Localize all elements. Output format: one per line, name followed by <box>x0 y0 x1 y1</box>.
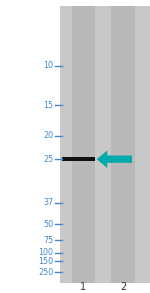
Text: 150: 150 <box>38 257 53 266</box>
Text: 50: 50 <box>43 220 53 229</box>
Text: 1: 1 <box>80 282 86 292</box>
Text: 10: 10 <box>43 61 53 70</box>
Text: 75: 75 <box>43 236 53 245</box>
Bar <box>62 157 94 161</box>
Text: 250: 250 <box>38 268 53 277</box>
Text: 25: 25 <box>43 155 53 164</box>
FancyArrow shape <box>97 150 132 168</box>
Bar <box>111 6 135 283</box>
Text: 37: 37 <box>43 198 53 207</box>
Text: 20: 20 <box>43 131 53 140</box>
Bar <box>72 6 95 283</box>
Text: 2: 2 <box>120 282 126 292</box>
Bar <box>60 6 150 283</box>
Text: 100: 100 <box>38 248 53 257</box>
Text: 15: 15 <box>43 100 53 110</box>
